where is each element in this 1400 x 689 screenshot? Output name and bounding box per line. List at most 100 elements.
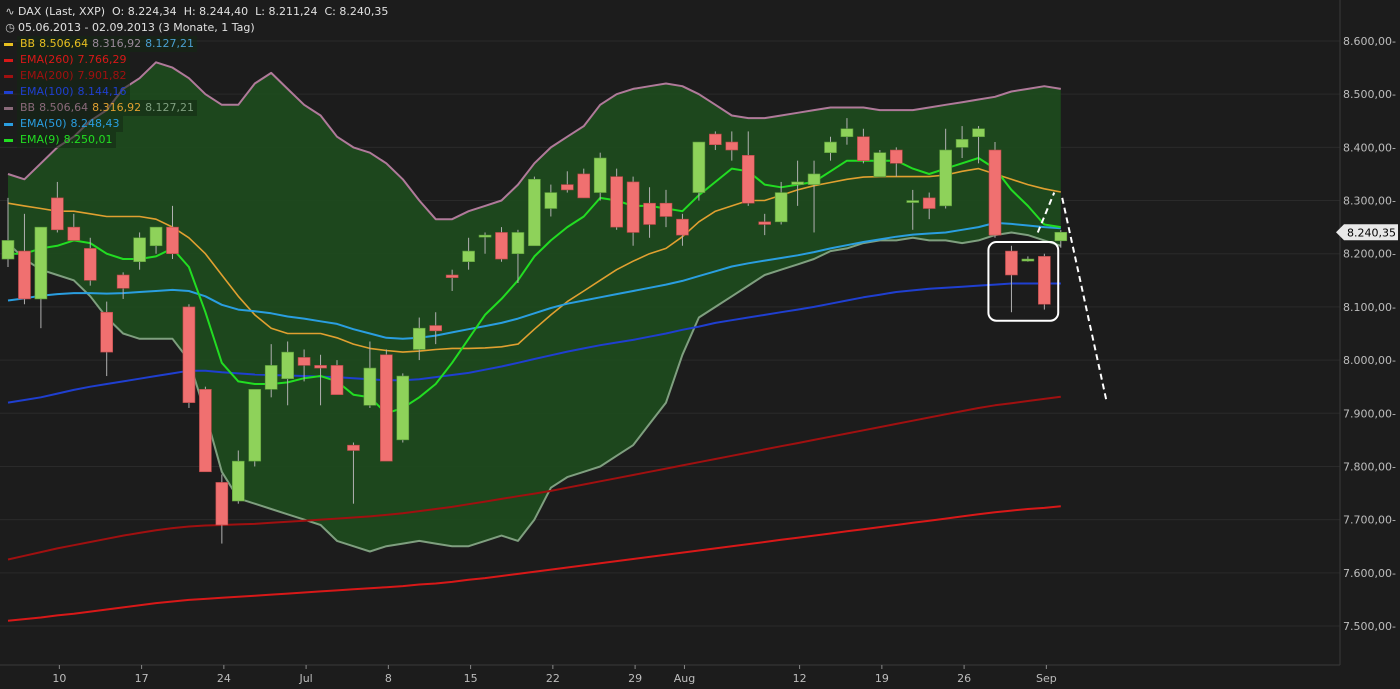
- legend-text: EMA(50) 8.248,43: [17, 116, 123, 132]
- legend-item[interactable]: BB 8.506,64 8.316,92 8.127,21: [4, 36, 388, 52]
- candle-body: [1021, 258, 1035, 262]
- candle-body: [149, 226, 163, 247]
- legend-swatch: [4, 90, 13, 94]
- bb-upper-line: [7, 61, 1061, 221]
- candle-body: [824, 141, 837, 153]
- candle-body: [429, 325, 443, 332]
- y-tick-label: 8.300,00-: [1343, 195, 1396, 208]
- candle-body: [741, 155, 755, 204]
- legend-text: EMA(9) 8.250,01: [17, 132, 116, 148]
- legend-value: 8.127,21: [145, 101, 195, 114]
- legend-swatch: [4, 58, 13, 62]
- candle-body: [758, 221, 772, 225]
- legend-label: BB: [20, 101, 36, 114]
- series-line-ema200: [7, 395, 1061, 561]
- candle-body: [676, 218, 689, 236]
- legend-item[interactable]: EMA(260) 7.766,29: [4, 52, 388, 68]
- highlight-box: [987, 241, 1060, 322]
- candle-body: [955, 139, 969, 148]
- candle-body: [478, 234, 492, 238]
- candle-body: [281, 351, 294, 380]
- candle-body: [972, 128, 985, 138]
- candle-body: [297, 357, 311, 366]
- candle-body: [1038, 256, 1051, 305]
- forecast-up-line: [1036, 192, 1056, 233]
- candle-body: [100, 311, 113, 353]
- legend-item[interactable]: EMA(50) 8.248,43: [4, 116, 388, 132]
- legend-item[interactable]: EMA(100) 8.144,16: [4, 84, 388, 100]
- legend-item[interactable]: BB 8.506,64 8.316,92 8.127,21: [4, 100, 388, 116]
- legend-label: EMA(200): [20, 69, 74, 82]
- legend-value: 8.144,16: [77, 85, 127, 98]
- y-tick-label: 8.100,00-: [1343, 301, 1396, 314]
- y-tick-label: 7.800,00-: [1343, 460, 1396, 473]
- clock-icon: ◷: [5, 21, 15, 34]
- legend-text: EMA(100) 8.144,16: [17, 84, 130, 100]
- candle-body: [626, 181, 640, 233]
- candle-body: [133, 237, 146, 263]
- y-tick-label: 8.200,00-: [1343, 248, 1396, 261]
- legend-text: EMA(260) 7.766,29: [17, 52, 130, 68]
- candle-body: [544, 192, 558, 209]
- x-tick-label: 8: [385, 672, 392, 685]
- candle-body: [791, 181, 804, 185]
- candle-body: [643, 202, 656, 225]
- x-tick-label: 17: [135, 672, 149, 685]
- candle-body: [528, 178, 541, 247]
- candle-body: [199, 389, 212, 473]
- y-tick-label: 8.400,00-: [1343, 141, 1396, 154]
- last-price-tag-bg: [1336, 224, 1398, 241]
- legend-value: 8.506,64: [39, 101, 89, 114]
- candle-body: [988, 149, 1002, 236]
- x-tick-label: 12: [793, 672, 807, 685]
- legend-swatch: [4, 106, 13, 110]
- legend-value: 7.901,82: [77, 69, 127, 82]
- candle-body: [577, 173, 591, 199]
- candle-body: [396, 375, 410, 441]
- candle-body: [511, 232, 525, 255]
- candle-body: [593, 157, 607, 193]
- ohlc-low: L: 8.211,24: [255, 5, 318, 18]
- candle-body: [840, 128, 854, 138]
- legend-label: EMA(50): [20, 117, 67, 130]
- legend-value: 8.250,01: [63, 133, 113, 146]
- candle-body: [18, 250, 31, 300]
- legend-items: BB 8.506,64 8.316,92 8.127,21 EMA(260) 7.766,…: [4, 36, 388, 148]
- candle-body: [709, 133, 722, 146]
- forecast-down-line: [1061, 197, 1108, 403]
- candle-body: [725, 141, 739, 151]
- y-tick-label: 7.900,00-: [1343, 407, 1396, 420]
- candle-body: [412, 327, 426, 350]
- candle-body: [1054, 231, 1068, 242]
- candle-body: [939, 149, 952, 207]
- legend-value: 8.316,92: [92, 101, 142, 114]
- legend-item[interactable]: EMA(9) 8.250,01: [4, 132, 388, 148]
- candle-body: [462, 250, 475, 263]
- legend-value: 7.766,29: [77, 53, 127, 66]
- candle-body: [264, 365, 278, 390]
- candle-body: [659, 202, 673, 217]
- candle-body: [83, 248, 97, 281]
- chart-type-icon: ∿: [5, 5, 15, 18]
- candle-body: [774, 192, 788, 223]
- candle-body: [906, 200, 920, 203]
- x-tick-label: 10: [52, 672, 66, 685]
- legend-label: EMA(260): [20, 53, 74, 66]
- x-tick-label: 24: [217, 672, 231, 685]
- ohlc-high: H: 8.244,40: [183, 5, 249, 18]
- candle-body: [610, 176, 623, 228]
- date-range-label: 05.06.2013 - 02.09.2013 (3 Monate, 1 Tag…: [18, 21, 255, 34]
- legend-item[interactable]: EMA(200) 7.901,82: [4, 68, 388, 84]
- candle-body: [922, 197, 936, 209]
- y-tick-label: 8.500,00-: [1343, 88, 1396, 101]
- candle-body: [1, 240, 15, 260]
- candle-body: [873, 152, 887, 177]
- candle-body: [1005, 250, 1018, 276]
- legend-range-row: ◷ 05.06.2013 - 02.09.2013 (3 Monate, 1 T…: [4, 20, 388, 36]
- candle-body: [314, 365, 327, 369]
- x-tick-label: Jul: [298, 672, 312, 685]
- candle-body: [166, 226, 179, 255]
- x-tick-label: 19: [875, 672, 889, 685]
- series-line-ema50: [7, 221, 1061, 340]
